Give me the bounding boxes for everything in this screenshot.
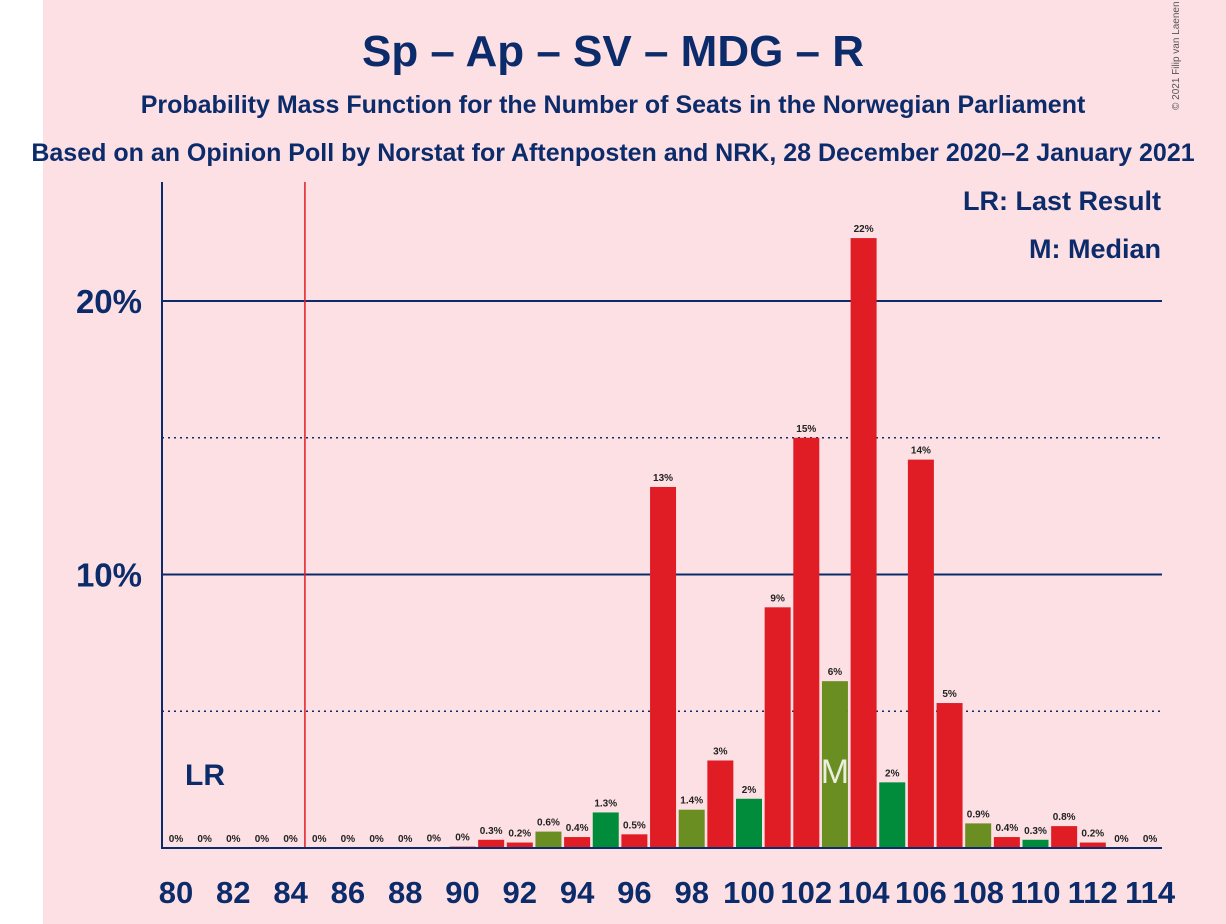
bar-seat-92 xyxy=(506,842,533,848)
x-tick-label: 84 xyxy=(273,875,308,910)
x-tick-label: 88 xyxy=(388,875,422,910)
bar-label-seat-112: 0.2% xyxy=(1081,829,1104,840)
bars-group xyxy=(420,238,1106,849)
bar-label-seat-93: 0.6% xyxy=(537,818,560,829)
bar-label-seat-114: 0% xyxy=(1143,834,1158,845)
x-tick-label: 114 xyxy=(1125,875,1176,910)
bar-label-seat-90: 0% xyxy=(455,833,470,844)
bar-label-seat-98: 1.4% xyxy=(680,796,703,807)
x-tick-label: 112 xyxy=(1068,875,1118,910)
x-tick-label: 110 xyxy=(1010,875,1060,910)
bar-label-seat-107: 5% xyxy=(942,689,957,700)
bar-label-seat-94: 0.4% xyxy=(566,823,589,834)
x-tick-label: 92 xyxy=(503,875,537,910)
bar-label-seat-83: 0% xyxy=(255,834,270,845)
bar-label-seat-89: 0% xyxy=(427,833,442,844)
bar-label-seat-82: 0% xyxy=(226,834,241,845)
legend-median: M: Median xyxy=(1029,234,1161,264)
bar-seat-102 xyxy=(793,437,820,848)
chart-title: Sp – Ap – SV – MDG – R xyxy=(362,27,864,76)
bar-label-seat-111: 0.8% xyxy=(1053,812,1076,823)
bar-label-seat-85: 0% xyxy=(312,834,327,845)
x-tick-labels: 80 82 84 86 88 90 92 94 96 98 100 102 104 106 108 110 11… xyxy=(159,875,1176,910)
y-tick-label: 10% xyxy=(76,557,142,594)
bar-label-seat-97: 13% xyxy=(653,473,673,484)
x-tick-label: 94 xyxy=(560,875,595,910)
bar-label-seat-81: 0% xyxy=(197,834,212,845)
bar-label-seat-102: 15% xyxy=(796,424,816,435)
bar-seat-104 xyxy=(850,238,877,849)
x-tick-label: 100 xyxy=(723,875,775,910)
x-tick-label: 96 xyxy=(617,875,651,910)
bar-label-seat-108: 0.9% xyxy=(967,809,990,820)
bar-label-seat-86: 0% xyxy=(341,834,356,845)
x-tick-label: 106 xyxy=(895,875,947,910)
bar-seat-93 xyxy=(535,831,562,848)
x-tick-label: 108 xyxy=(952,875,1004,910)
bar-label-seat-92: 0.2% xyxy=(508,829,531,840)
chart-subtitle-source: Based on an Opinion Poll by Norstat for … xyxy=(31,139,1194,167)
chart-subtitle: Probability Mass Function for the Number… xyxy=(141,91,1086,119)
bar-label-seat-113: 0% xyxy=(1114,834,1129,845)
axes xyxy=(161,182,1162,849)
x-tick-label: 80 xyxy=(159,875,193,910)
chart-background xyxy=(43,0,1226,924)
x-tick-label: 90 xyxy=(445,875,479,910)
bar-label-seat-80: 0% xyxy=(169,834,184,845)
bar-label-seat-87: 0% xyxy=(369,834,384,845)
last-result-marker: LR xyxy=(185,759,225,792)
bar-seat-103 xyxy=(821,681,848,848)
bar-label-seat-96: 0.5% xyxy=(623,820,646,831)
x-tick-label: 98 xyxy=(674,875,708,910)
bar-seat-101 xyxy=(764,607,791,848)
copyright-notice: © 2021 Filip van Laenen xyxy=(1171,1,1182,110)
bar-seat-108 xyxy=(965,823,992,848)
bar-seat-106 xyxy=(907,459,934,848)
bar-seat-109 xyxy=(993,837,1020,848)
bar-label-seat-104: 22% xyxy=(854,224,874,235)
x-tick-label: 104 xyxy=(838,875,890,910)
x-tick-label: 102 xyxy=(780,875,832,910)
y-tick-labels: 10% 20% xyxy=(76,283,142,594)
bar-seat-99 xyxy=(707,760,734,848)
y-tick-label: 20% xyxy=(76,283,142,320)
bar-label-seat-100: 2% xyxy=(742,785,757,796)
bar-label-seat-91: 0.3% xyxy=(480,826,503,837)
x-tick-label: 86 xyxy=(331,875,365,910)
bar-seat-112 xyxy=(1079,842,1106,848)
bar-seat-95 xyxy=(592,812,619,848)
x-tick-label: 82 xyxy=(216,875,250,910)
bar-label-seat-88: 0% xyxy=(398,834,413,845)
bar-seat-98 xyxy=(678,809,705,848)
bar-labels-group: 0% 0% 0% 0% 0% 0% 0% 0% 0% 0% 0% 0.3% 0.2% 0.6% 0.4% 1.… xyxy=(169,224,1158,845)
bar-label-seat-95: 1.3% xyxy=(594,798,617,809)
bar-seat-91 xyxy=(478,839,505,848)
bar-seat-96 xyxy=(621,834,648,848)
bar-label-seat-109: 0.4% xyxy=(995,823,1018,834)
bar-label-seat-84: 0% xyxy=(283,834,298,845)
bar-seat-97 xyxy=(650,486,677,848)
bar-label-seat-106: 14% xyxy=(911,446,931,457)
bar-seat-94 xyxy=(564,837,591,848)
bar-seat-110 xyxy=(1022,839,1049,848)
bar-label-seat-110: 0.3% xyxy=(1024,826,1047,837)
bar-label-seat-105: 2% xyxy=(885,768,900,779)
bar-seat-105 xyxy=(879,782,906,848)
legend-last-result: LR: Last Result xyxy=(963,186,1161,216)
bar-seat-111 xyxy=(1051,826,1078,848)
median-marker: M xyxy=(821,753,849,791)
bar-label-seat-101: 9% xyxy=(770,593,785,604)
bar-seat-107 xyxy=(936,703,963,848)
bar-label-seat-103: 6% xyxy=(828,667,843,678)
bar-label-seat-99: 3% xyxy=(713,746,728,757)
bar-seat-100 xyxy=(736,798,762,848)
